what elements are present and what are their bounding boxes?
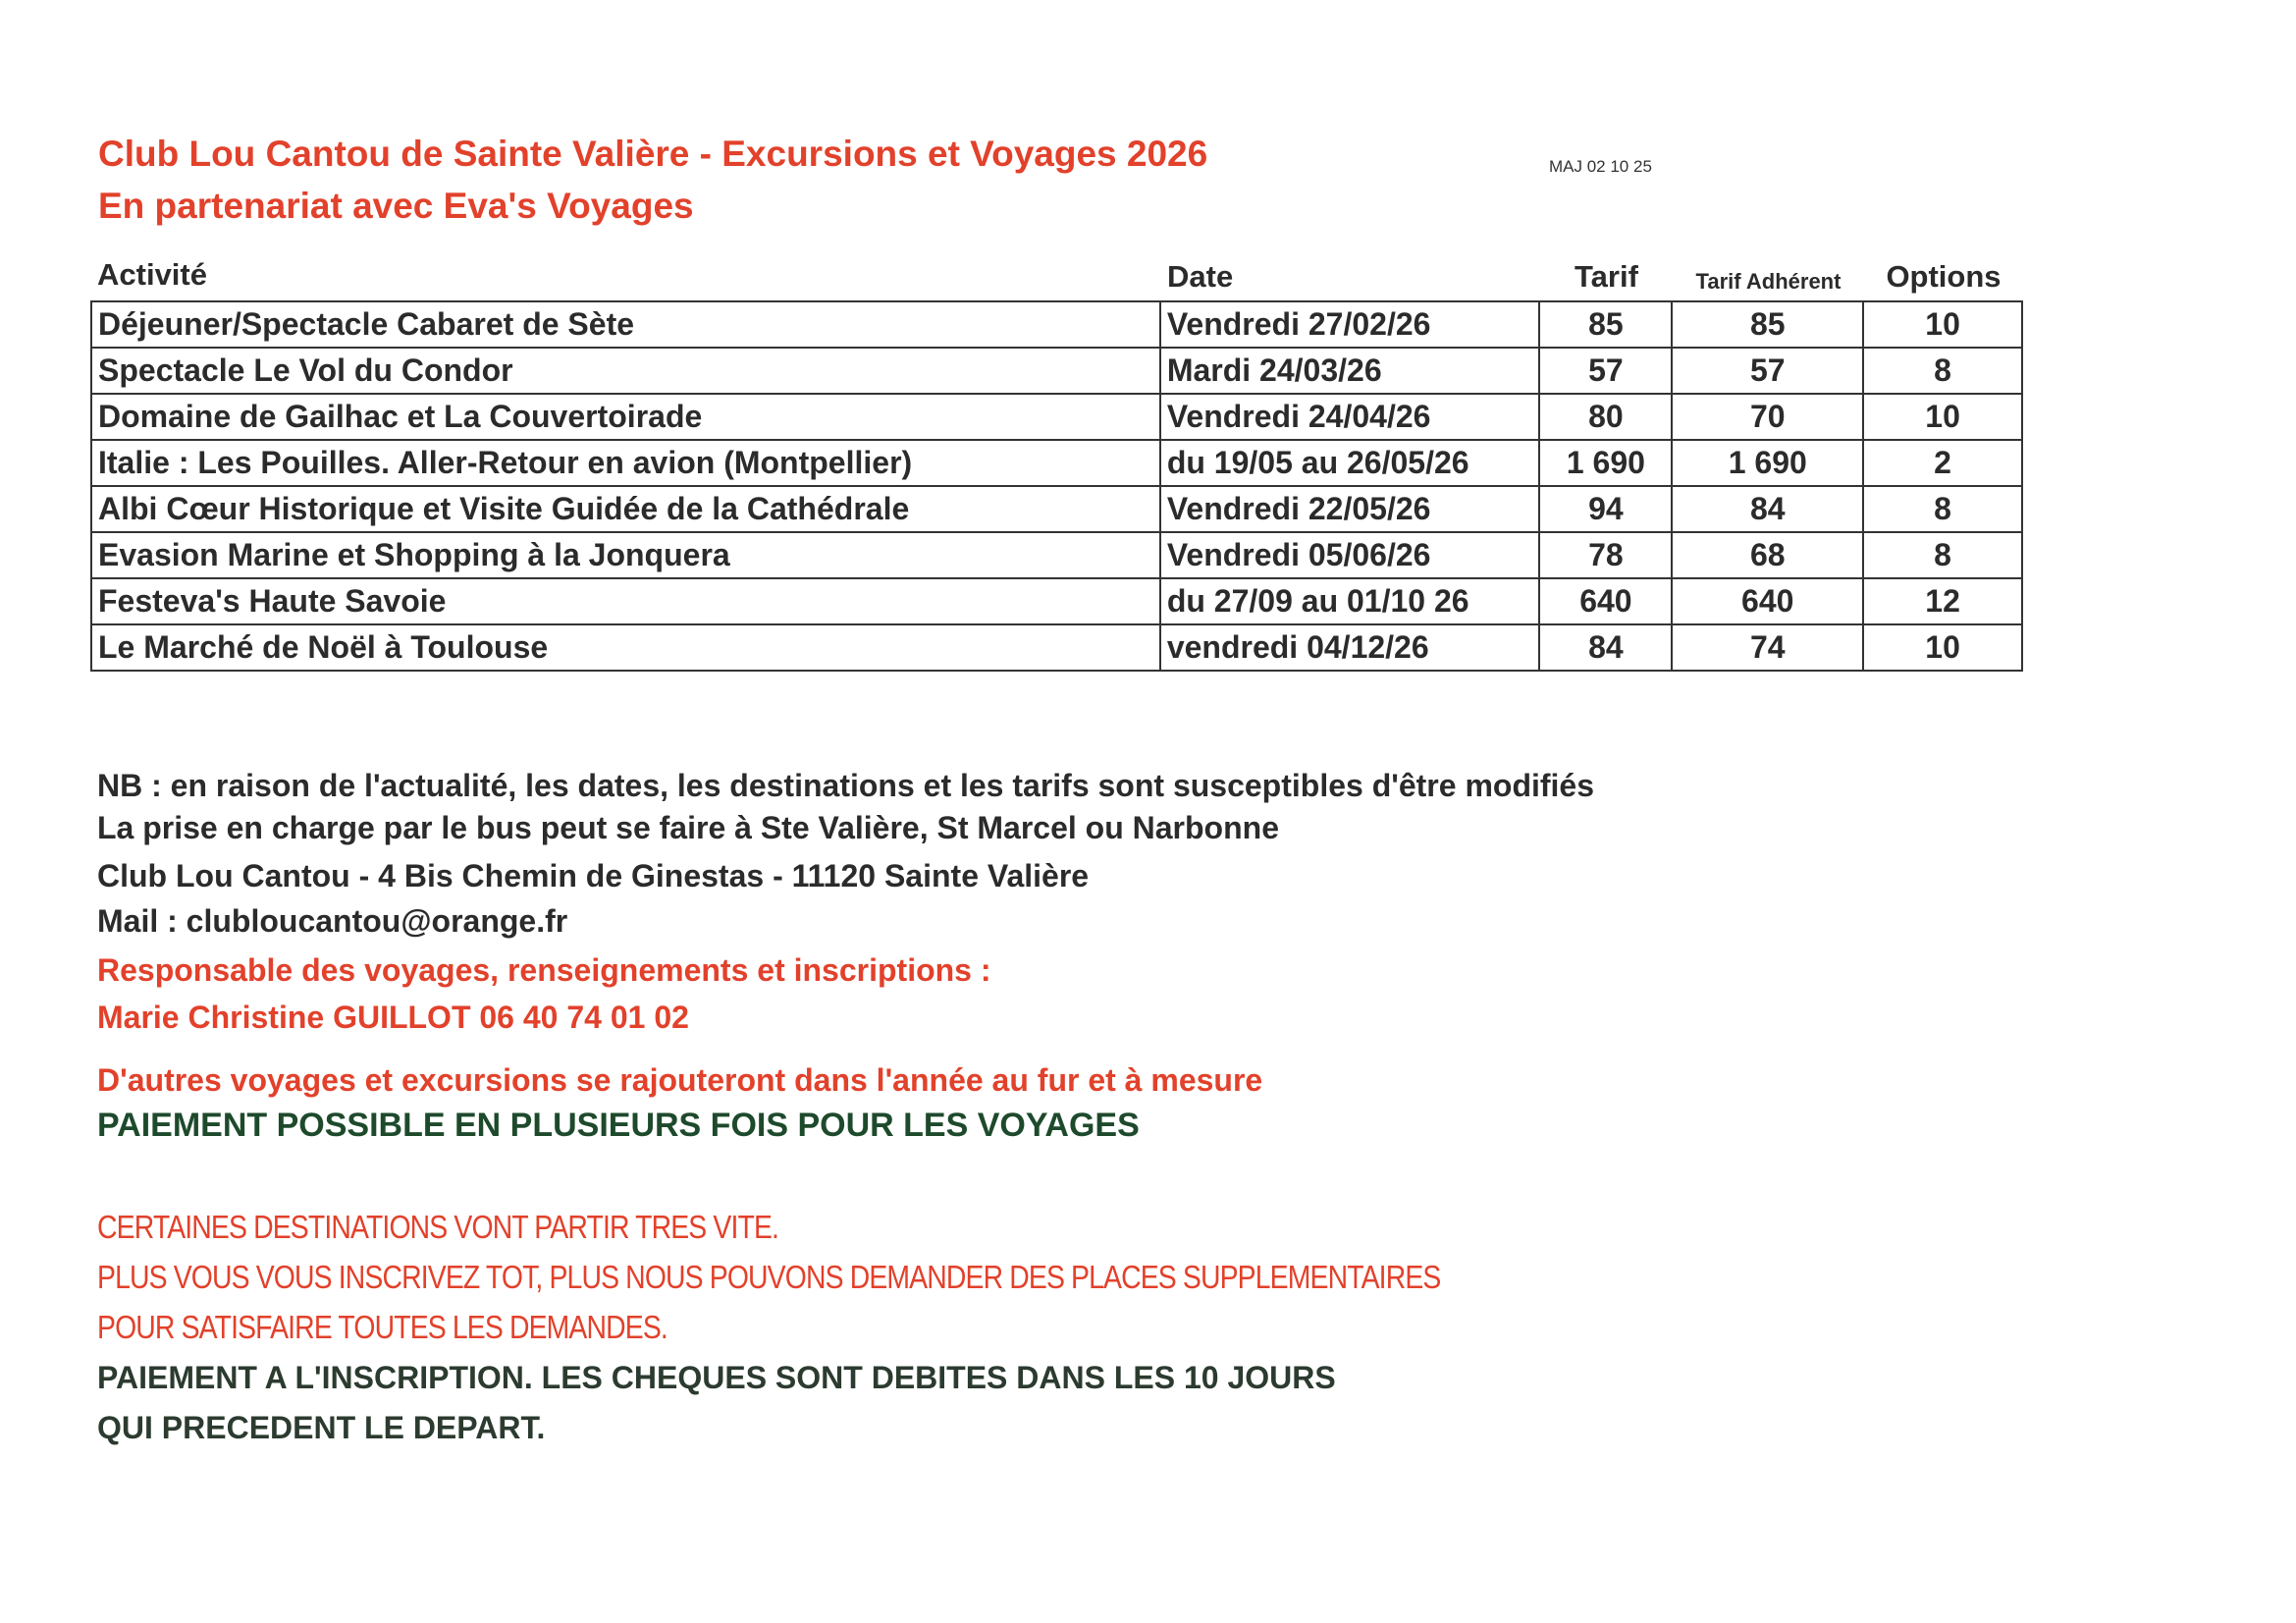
date-cell: du 27/09 au 01/10 26 xyxy=(1158,577,1541,625)
date-cell: Vendredi 22/05/26 xyxy=(1158,485,1541,533)
activity-cell: Le Marché de Noël à Toulouse xyxy=(90,623,1161,672)
activities-table: Déjeuner/Spectacle Cabaret de Sète Vendre… xyxy=(90,300,2023,672)
column-header-tarif-adherent: Tarif Adhérent xyxy=(1695,269,1842,294)
options-cell: 10 xyxy=(1862,623,2023,672)
table-row: Déjeuner/Spectacle Cabaret de Sète Vendre… xyxy=(90,300,2023,349)
options-cell: 10 xyxy=(1862,300,2023,349)
contact-label: Responsable des voyages, renseignements … xyxy=(97,952,991,988)
date-cell: vendredi 04/12/26 xyxy=(1158,623,1541,672)
caps-line-1: CERTAINES DESTINATIONS VONT PARTIR TRES … xyxy=(97,1209,779,1245)
tarif-cell: 78 xyxy=(1538,531,1674,579)
activity-cell: Déjeuner/Spectacle Cabaret de Sète xyxy=(90,300,1161,349)
table-row: Le Marché de Noël à Toulouse vendredi 04/… xyxy=(90,623,2023,672)
tarif-cell: 84 xyxy=(1538,623,1674,672)
tarif-adherent-cell: 70 xyxy=(1671,393,1865,441)
caps-line-3: POUR SATISFAIRE TOUTES LES DEMANDES. xyxy=(97,1309,668,1345)
table-row: Evasion Marine et Shopping à la Jonquera… xyxy=(90,531,2023,579)
payment-line-2: QUI PRECEDENT LE DEPART. xyxy=(97,1410,546,1445)
activity-cell: Spectacle Le Vol du Condor xyxy=(90,347,1161,395)
table-row: Spectacle Le Vol du Condor Mardi 24/03/26… xyxy=(90,347,2023,395)
tarif-cell: 640 xyxy=(1538,577,1674,625)
note-nb: NB : en raison de l'actualité, les dates… xyxy=(97,768,1595,803)
table-row: Domaine de Gailhac et La Couvertoirade Ve… xyxy=(90,393,2023,441)
date-cell: Mardi 24/03/26 xyxy=(1158,347,1541,395)
options-cell: 8 xyxy=(1862,347,2023,395)
activity-cell: Domaine de Gailhac et La Couvertoirade xyxy=(90,393,1161,441)
note-bus: La prise en charge par le bus peut se fa… xyxy=(97,810,1279,845)
table-row: Festeva's Haute Savoie du 27/09 au 01/10 … xyxy=(90,577,2023,625)
options-cell: 12 xyxy=(1862,577,2023,625)
contact-info: Marie Christine GUILLOT 06 40 74 01 02 xyxy=(97,1000,689,1035)
column-header-date: Date xyxy=(1167,259,1234,294)
date-cell: du 19/05 au 26/05/26 xyxy=(1158,439,1541,487)
tarif-adherent-cell: 1 690 xyxy=(1671,439,1865,487)
activity-cell: Albi Cœur Historique et Visite Guidée de… xyxy=(90,485,1161,533)
tarif-cell: 85 xyxy=(1538,300,1674,349)
activity-cell: Evasion Marine et Shopping à la Jonquera xyxy=(90,531,1161,579)
update-date: MAJ 02 10 25 xyxy=(1549,157,1652,176)
column-header-tarif: Tarif xyxy=(1575,259,1638,294)
options-cell: 10 xyxy=(1862,393,2023,441)
tarif-adherent-cell: 640 xyxy=(1671,577,1865,625)
club-address: Club Lou Cantou - 4 Bis Chemin de Ginest… xyxy=(97,858,1090,893)
club-mail: Mail : clubloucantou@orange.fr xyxy=(97,903,568,939)
options-cell: 2 xyxy=(1862,439,2023,487)
tarif-adherent-cell: 84 xyxy=(1671,485,1865,533)
note-more-trips: D'autres voyages et excursions se rajout… xyxy=(97,1062,1263,1098)
column-header-activity: Activité xyxy=(97,257,207,292)
tarif-adherent-cell: 68 xyxy=(1671,531,1865,579)
payment-line-1: PAIEMENT A L'INSCRIPTION. LES CHEQUES SO… xyxy=(97,1360,1336,1395)
tarif-cell: 1 690 xyxy=(1538,439,1674,487)
table-row: Albi Cœur Historique et Visite Guidée de… xyxy=(90,485,2023,533)
date-cell: Vendredi 24/04/26 xyxy=(1158,393,1541,441)
tarif-adherent-cell: 57 xyxy=(1671,347,1865,395)
note-payment: PAIEMENT POSSIBLE EN PLUSIEURS FOIS POUR… xyxy=(97,1107,1140,1144)
tarif-cell: 94 xyxy=(1538,485,1674,533)
date-cell: Vendredi 05/06/26 xyxy=(1158,531,1541,579)
options-cell: 8 xyxy=(1862,485,2023,533)
activity-cell: Italie : Les Pouilles. Aller-Retour en a… xyxy=(90,439,1161,487)
options-cell: 8 xyxy=(1862,531,2023,579)
table-row: Italie : Les Pouilles. Aller-Retour en a… xyxy=(90,439,2023,487)
tarif-adherent-cell: 74 xyxy=(1671,623,1865,672)
page-title: Club Lou Cantou de Sainte Valière - Excu… xyxy=(98,134,1208,174)
tarif-adherent-cell: 85 xyxy=(1671,300,1865,349)
caps-line-2: PLUS VOUS VOUS INSCRIVEZ TOT, PLUS NOUS … xyxy=(97,1259,1441,1295)
page-subtitle: En partenariat avec Eva's Voyages xyxy=(98,186,694,226)
tarif-cell: 80 xyxy=(1538,393,1674,441)
tarif-cell: 57 xyxy=(1538,347,1674,395)
column-header-options: Options xyxy=(1886,259,2002,294)
date-cell: Vendredi 27/02/26 xyxy=(1158,300,1541,349)
activity-cell: Festeva's Haute Savoie xyxy=(90,577,1161,625)
